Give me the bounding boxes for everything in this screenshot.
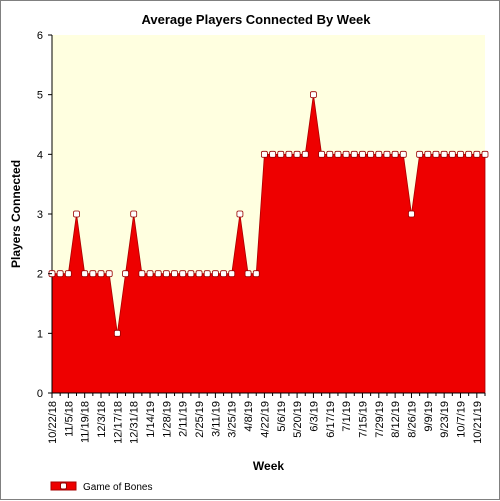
y-axis-title: Players Connected: [9, 160, 23, 268]
y-tick-label: 2: [37, 269, 43, 281]
data-point: [318, 150, 326, 158]
data-point: [113, 329, 121, 337]
data-point: [465, 150, 473, 158]
x-tick-label: 9/9/19: [423, 401, 435, 432]
data-point: [310, 91, 317, 99]
x-tick-label: 5/20/19: [292, 401, 304, 438]
x-tick-label: 6/17/19: [325, 401, 337, 438]
data-point: [130, 210, 138, 218]
x-tick-label: 1/28/19: [161, 401, 173, 438]
data-point: [367, 150, 375, 158]
data-point: [269, 150, 276, 158]
data-point: [432, 150, 440, 158]
data-point: [261, 150, 268, 158]
data-point: [285, 150, 293, 158]
data-point: [105, 270, 113, 278]
x-tick-label: 7/15/19: [357, 401, 369, 438]
x-tick-label: 10/22/18: [47, 401, 59, 444]
data-point: [252, 270, 260, 278]
data-point: [220, 270, 227, 278]
data-point: [236, 210, 244, 218]
x-tick-label: 10/21/19: [472, 401, 484, 444]
data-point: [228, 270, 236, 278]
y-tick-label: 0: [37, 388, 43, 400]
x-tick-label: 7/1/19: [341, 401, 353, 432]
y-tick-label: 1: [37, 328, 43, 340]
x-tick-label: 10/7/19: [455, 401, 467, 438]
data-point: [138, 270, 146, 278]
data-point: [203, 270, 211, 278]
x-tick-label: 12/3/18: [96, 401, 108, 438]
data-point: [342, 150, 350, 158]
x-tick-label: 7/29/19: [374, 401, 386, 438]
data-point: [448, 150, 456, 158]
x-tick-label: 3/25/19: [227, 401, 239, 438]
legend: Game of Bones: [50, 481, 152, 493]
data-point: [171, 270, 178, 278]
data-point: [424, 150, 432, 158]
data-point: [301, 150, 309, 158]
x-tick-label: 3/11/19: [210, 401, 222, 437]
data-point: [244, 270, 252, 278]
x-tick-label: 8/26/19: [406, 401, 418, 438]
data-point: [399, 150, 407, 158]
data-point: [416, 150, 424, 158]
data-point: [293, 150, 301, 158]
data-point: [359, 150, 366, 158]
x-tick-label: 1/14/19: [145, 401, 157, 438]
data-point: [334, 150, 342, 158]
marker-layer: [48, 91, 489, 337]
data-point: [277, 150, 285, 158]
data-point: [187, 270, 195, 278]
data-point: [122, 270, 129, 278]
x-tick-label: 8/12/19: [390, 401, 402, 438]
data-point: [440, 150, 448, 158]
data-point: [146, 270, 154, 278]
data-point: [195, 270, 203, 278]
data-point: [375, 150, 383, 158]
y-tick-label: 3: [37, 209, 43, 221]
y-tick-label: 6: [37, 30, 43, 42]
data-point: [89, 270, 97, 278]
data-point: [73, 210, 80, 218]
data-point: [97, 270, 105, 278]
x-tick-label: 4/22/19: [259, 401, 271, 438]
x-tick-layer: 10/22/18 11/5/18 11/19/18 12/3/18 12/17/18 12…: [47, 393, 486, 444]
data-point: [408, 210, 415, 218]
y-tick-label: 4: [37, 149, 43, 161]
data-point: [473, 150, 481, 158]
x-tick-label: 5/6/19: [276, 401, 288, 432]
x-axis-title: Week: [253, 459, 284, 473]
x-tick-label: 9/23/19: [439, 401, 451, 438]
x-tick-label: 2/11/19: [178, 401, 190, 437]
data-point: [179, 270, 187, 278]
chart-title: Average Players Connected By Week: [141, 12, 371, 27]
data-point: [457, 150, 464, 158]
legend-label: Game of Bones: [83, 482, 152, 493]
data-point: [350, 150, 358, 158]
y-tick-layer: 0 1 2 3 4 5 6: [37, 30, 52, 400]
x-tick-label: 12/17/18: [112, 401, 124, 444]
data-point: [154, 270, 162, 278]
data-point: [383, 150, 391, 158]
data-point: [326, 150, 334, 158]
data-point: [162, 270, 170, 278]
data-point: [481, 150, 489, 158]
x-tick-label: 6/3/19: [308, 401, 320, 432]
x-tick-label: 11/19/18: [80, 401, 92, 443]
data-point: [64, 270, 72, 278]
x-tick-label: 4/8/19: [243, 401, 255, 432]
x-tick-label: 12/31/18: [129, 401, 141, 444]
data-point: [391, 150, 399, 158]
x-tick-label: 11/5/18: [63, 401, 75, 437]
data-point: [81, 270, 89, 278]
legend-marker: [60, 482, 67, 490]
y-tick-label: 5: [37, 90, 43, 102]
x-tick-label: 2/25/19: [194, 401, 206, 438]
data-point: [211, 270, 219, 278]
data-point: [56, 270, 64, 278]
